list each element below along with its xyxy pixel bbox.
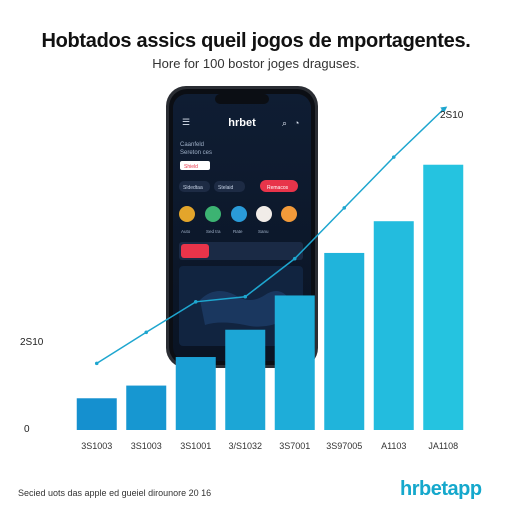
- icon-label-3: Rate: [233, 229, 243, 234]
- trend-point-1: [94, 361, 99, 366]
- brand-logo: hrbetapp: [400, 478, 482, 500]
- promo-tag-bg: [180, 161, 210, 170]
- trend-point-2: [144, 330, 149, 335]
- bar-8: [423, 164, 464, 430]
- game-icon-3: [231, 206, 247, 222]
- x-tick-label-4: 3/S1032: [228, 441, 262, 451]
- y-tick-label-2: 2S10: [440, 110, 464, 121]
- trend-arrow-head: [440, 106, 448, 113]
- trend-point-5: [292, 256, 297, 261]
- promo-tag: Shield: [184, 164, 198, 170]
- menu-icon: ☰: [182, 117, 190, 127]
- user-icon: ◔: [294, 118, 299, 128]
- icon-label-2: Sed tra: [206, 229, 221, 234]
- game-icon-5: [281, 206, 297, 222]
- icon-label-1: Auto: [181, 229, 191, 234]
- search-icon: ⌕: [282, 118, 287, 128]
- y-tick-label-1: 2S10: [20, 337, 44, 348]
- x-tick-label-2: 3S1003: [131, 441, 162, 451]
- x-tick-label-1: 3S1003: [81, 441, 112, 451]
- chip-1: Sldedtaa: [183, 185, 203, 191]
- chart-subtitle: Hore for 100 bostor joges draguses.: [152, 56, 360, 71]
- game-icon-1: [179, 206, 195, 222]
- game-icon-4: [256, 206, 272, 222]
- x-tick-label-7: A1103: [381, 441, 406, 451]
- game-icon-2: [205, 206, 221, 222]
- trend-line: [96, 108, 444, 365]
- banner-badge: [181, 244, 209, 258]
- promo-line-1: Caanfeld: [180, 142, 204, 148]
- chip-3: Remacos: [267, 185, 289, 191]
- bar-7: [373, 221, 414, 430]
- bar-2: [126, 385, 167, 430]
- x-axis-ticks: 3S1003 3S1003 3S1001 3/S1032 3S7001 3S97005 A1…: [81, 441, 458, 451]
- x-tick-label-6: 3S97005: [326, 441, 362, 451]
- footer-note: Secied uots das apple ed gueiel dirounor…: [18, 488, 212, 498]
- trend-line-series: [94, 106, 448, 366]
- bar-4: [225, 329, 266, 430]
- bar-3: [175, 357, 216, 430]
- phone-header-logo: hrbet: [228, 117, 256, 129]
- bar-6: [324, 252, 365, 430]
- trend-point-7: [391, 155, 396, 159]
- chart-title: Hobtados assics queil jogos de mportagen…: [41, 30, 471, 52]
- promo-line-2: Sereton ces: [180, 150, 212, 156]
- y-tick-label-0: 0: [24, 424, 30, 435]
- trend-point-3: [193, 300, 198, 304]
- chip-2: Stelaid: [218, 185, 234, 191]
- trend-point-4: [243, 294, 248, 299]
- trend-point-6: [342, 206, 347, 210]
- phone-notch: [215, 94, 269, 104]
- bar-5: [274, 295, 315, 430]
- x-tick-label-3: 3S1001: [180, 441, 211, 451]
- x-tick-label-5: 3S7001: [279, 441, 310, 451]
- icon-label-4: Sanu: [258, 229, 269, 234]
- bar-1: [76, 398, 117, 430]
- bar-series: [76, 164, 464, 430]
- x-tick-label-8: JA1108: [428, 441, 458, 451]
